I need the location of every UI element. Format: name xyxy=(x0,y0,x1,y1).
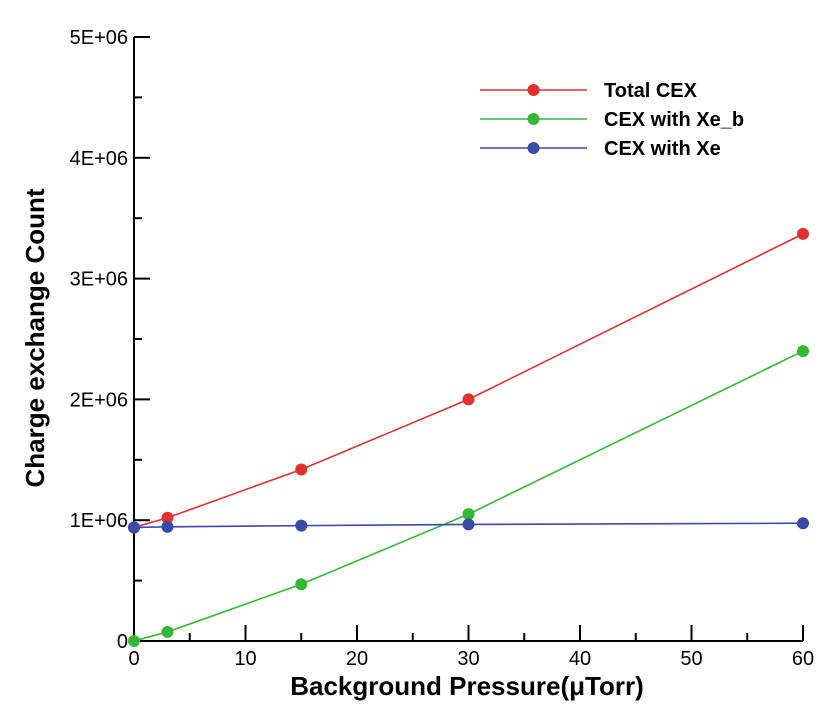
data-point xyxy=(295,463,308,476)
legend-marker xyxy=(527,84,540,96)
data-point xyxy=(462,393,475,406)
x-tick-label: 0 xyxy=(128,648,139,670)
legend-label: CEX with Xe_b xyxy=(604,109,744,131)
legend-marker xyxy=(527,113,540,125)
legend-marker xyxy=(527,142,540,154)
data-point xyxy=(462,518,475,531)
legend-item: CEX with Xe_b xyxy=(480,109,744,131)
y-tick-label: 2E+06 xyxy=(70,389,128,411)
y-tick-label: 1E+06 xyxy=(70,510,128,532)
x-tick-label: 60 xyxy=(792,648,814,670)
axes: 0 1E+06 2E+06 3E+06 4E+06 5E+06 0 10 20 30 40 50 60 xyxy=(70,27,815,670)
y-axis-title: Charge exchange Count xyxy=(20,188,50,487)
x-tick-label: 50 xyxy=(680,648,702,670)
data-point xyxy=(797,227,809,240)
series-line xyxy=(133,233,804,529)
data-point xyxy=(161,520,174,533)
series-total-cex xyxy=(128,227,809,534)
legend-item: Total CEX xyxy=(480,80,698,102)
data-point xyxy=(161,625,174,638)
y-tick-label: 3E+06 xyxy=(70,269,128,291)
data-point xyxy=(295,519,308,532)
x-tick-label: 20 xyxy=(346,648,368,670)
series-layer xyxy=(128,227,809,647)
series-cex-with-xe xyxy=(128,517,809,534)
legend-item: CEX with Xe xyxy=(480,138,721,160)
legend-label: Total CEX xyxy=(604,80,698,102)
data-point xyxy=(295,578,308,591)
y-tick-label: 0 xyxy=(117,631,128,653)
x-tick-label: 40 xyxy=(569,648,591,670)
series-cex-with-xe-b xyxy=(128,345,809,647)
x-tick-label: 10 xyxy=(234,648,256,670)
y-tick-label: 5E+06 xyxy=(70,27,128,49)
legend-label: CEX with Xe xyxy=(604,138,721,160)
legend: Total CEX CEX with Xe_b CEX with Xe xyxy=(480,80,744,160)
data-point xyxy=(128,521,140,534)
data-point xyxy=(128,635,140,647)
data-point xyxy=(161,511,174,524)
y-tick-label: 4E+06 xyxy=(70,148,128,170)
data-point xyxy=(462,508,475,521)
x-axis-title: Background Pressure(μTorr) xyxy=(290,671,644,701)
x-tick-label: 30 xyxy=(457,648,479,670)
data-point xyxy=(797,517,809,530)
data-point xyxy=(797,345,809,358)
